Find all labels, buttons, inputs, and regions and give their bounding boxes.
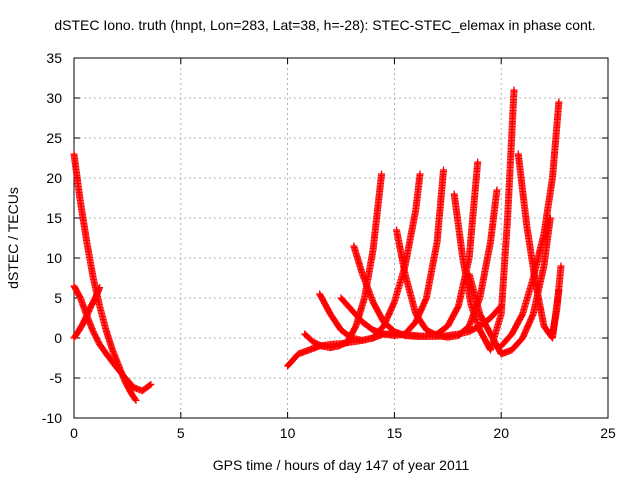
x-tick-label: 0 (70, 425, 78, 441)
y-tick-label: 10 (46, 250, 62, 266)
plot-frame (73, 57, 609, 419)
data-point (510, 86, 518, 94)
data-point (440, 166, 448, 174)
data-point (146, 381, 154, 389)
data-points (70, 86, 565, 404)
y-tick-label: 0 (54, 330, 62, 346)
data-point (132, 396, 140, 404)
data-point (147, 380, 155, 388)
y-tick-label: 5 (54, 290, 62, 306)
x-tick-label: 20 (493, 425, 509, 441)
y-tick-label: 35 (46, 50, 62, 66)
y-axis-label: dSTEC / TECUs (5, 187, 21, 289)
y-tick-label: 15 (46, 210, 62, 226)
y-tick-label: -5 (50, 370, 63, 386)
x-tick-label: 25 (600, 425, 616, 441)
data-series (497, 98, 563, 350)
x-axis-label: GPS time / hours of day 147 of year 2011 (213, 457, 470, 473)
y-tick-label: 20 (46, 170, 62, 186)
data-series (301, 170, 386, 352)
data-series (70, 284, 104, 342)
x-tick-label: 10 (280, 425, 296, 441)
axis-ticks: 0 5 10 15 20 25 -10 -5 0 5 10 15 20 25 30 35 (42, 50, 616, 441)
data-series (70, 282, 155, 395)
data-point (555, 98, 563, 106)
data-point (474, 158, 482, 166)
x-tick-label: 5 (177, 425, 185, 441)
grid-lines (74, 58, 608, 418)
data-series (465, 214, 554, 358)
data-point (557, 262, 565, 270)
data-series (70, 150, 140, 404)
y-tick-label: 25 (46, 130, 62, 146)
data-point (378, 170, 386, 178)
data-series (350, 158, 482, 340)
x-tick-label: 15 (387, 425, 403, 441)
data-point (416, 170, 424, 178)
y-tick-label: -10 (42, 410, 62, 426)
y-tick-label: 30 (46, 90, 62, 106)
data-point (493, 186, 501, 194)
chart-title: dSTEC Iono. truth (hnpt, Lon=283, Lat=38… (54, 17, 595, 33)
data-series (450, 86, 518, 354)
data-series (548, 262, 565, 338)
data-point (96, 284, 104, 292)
data-point (131, 395, 139, 403)
